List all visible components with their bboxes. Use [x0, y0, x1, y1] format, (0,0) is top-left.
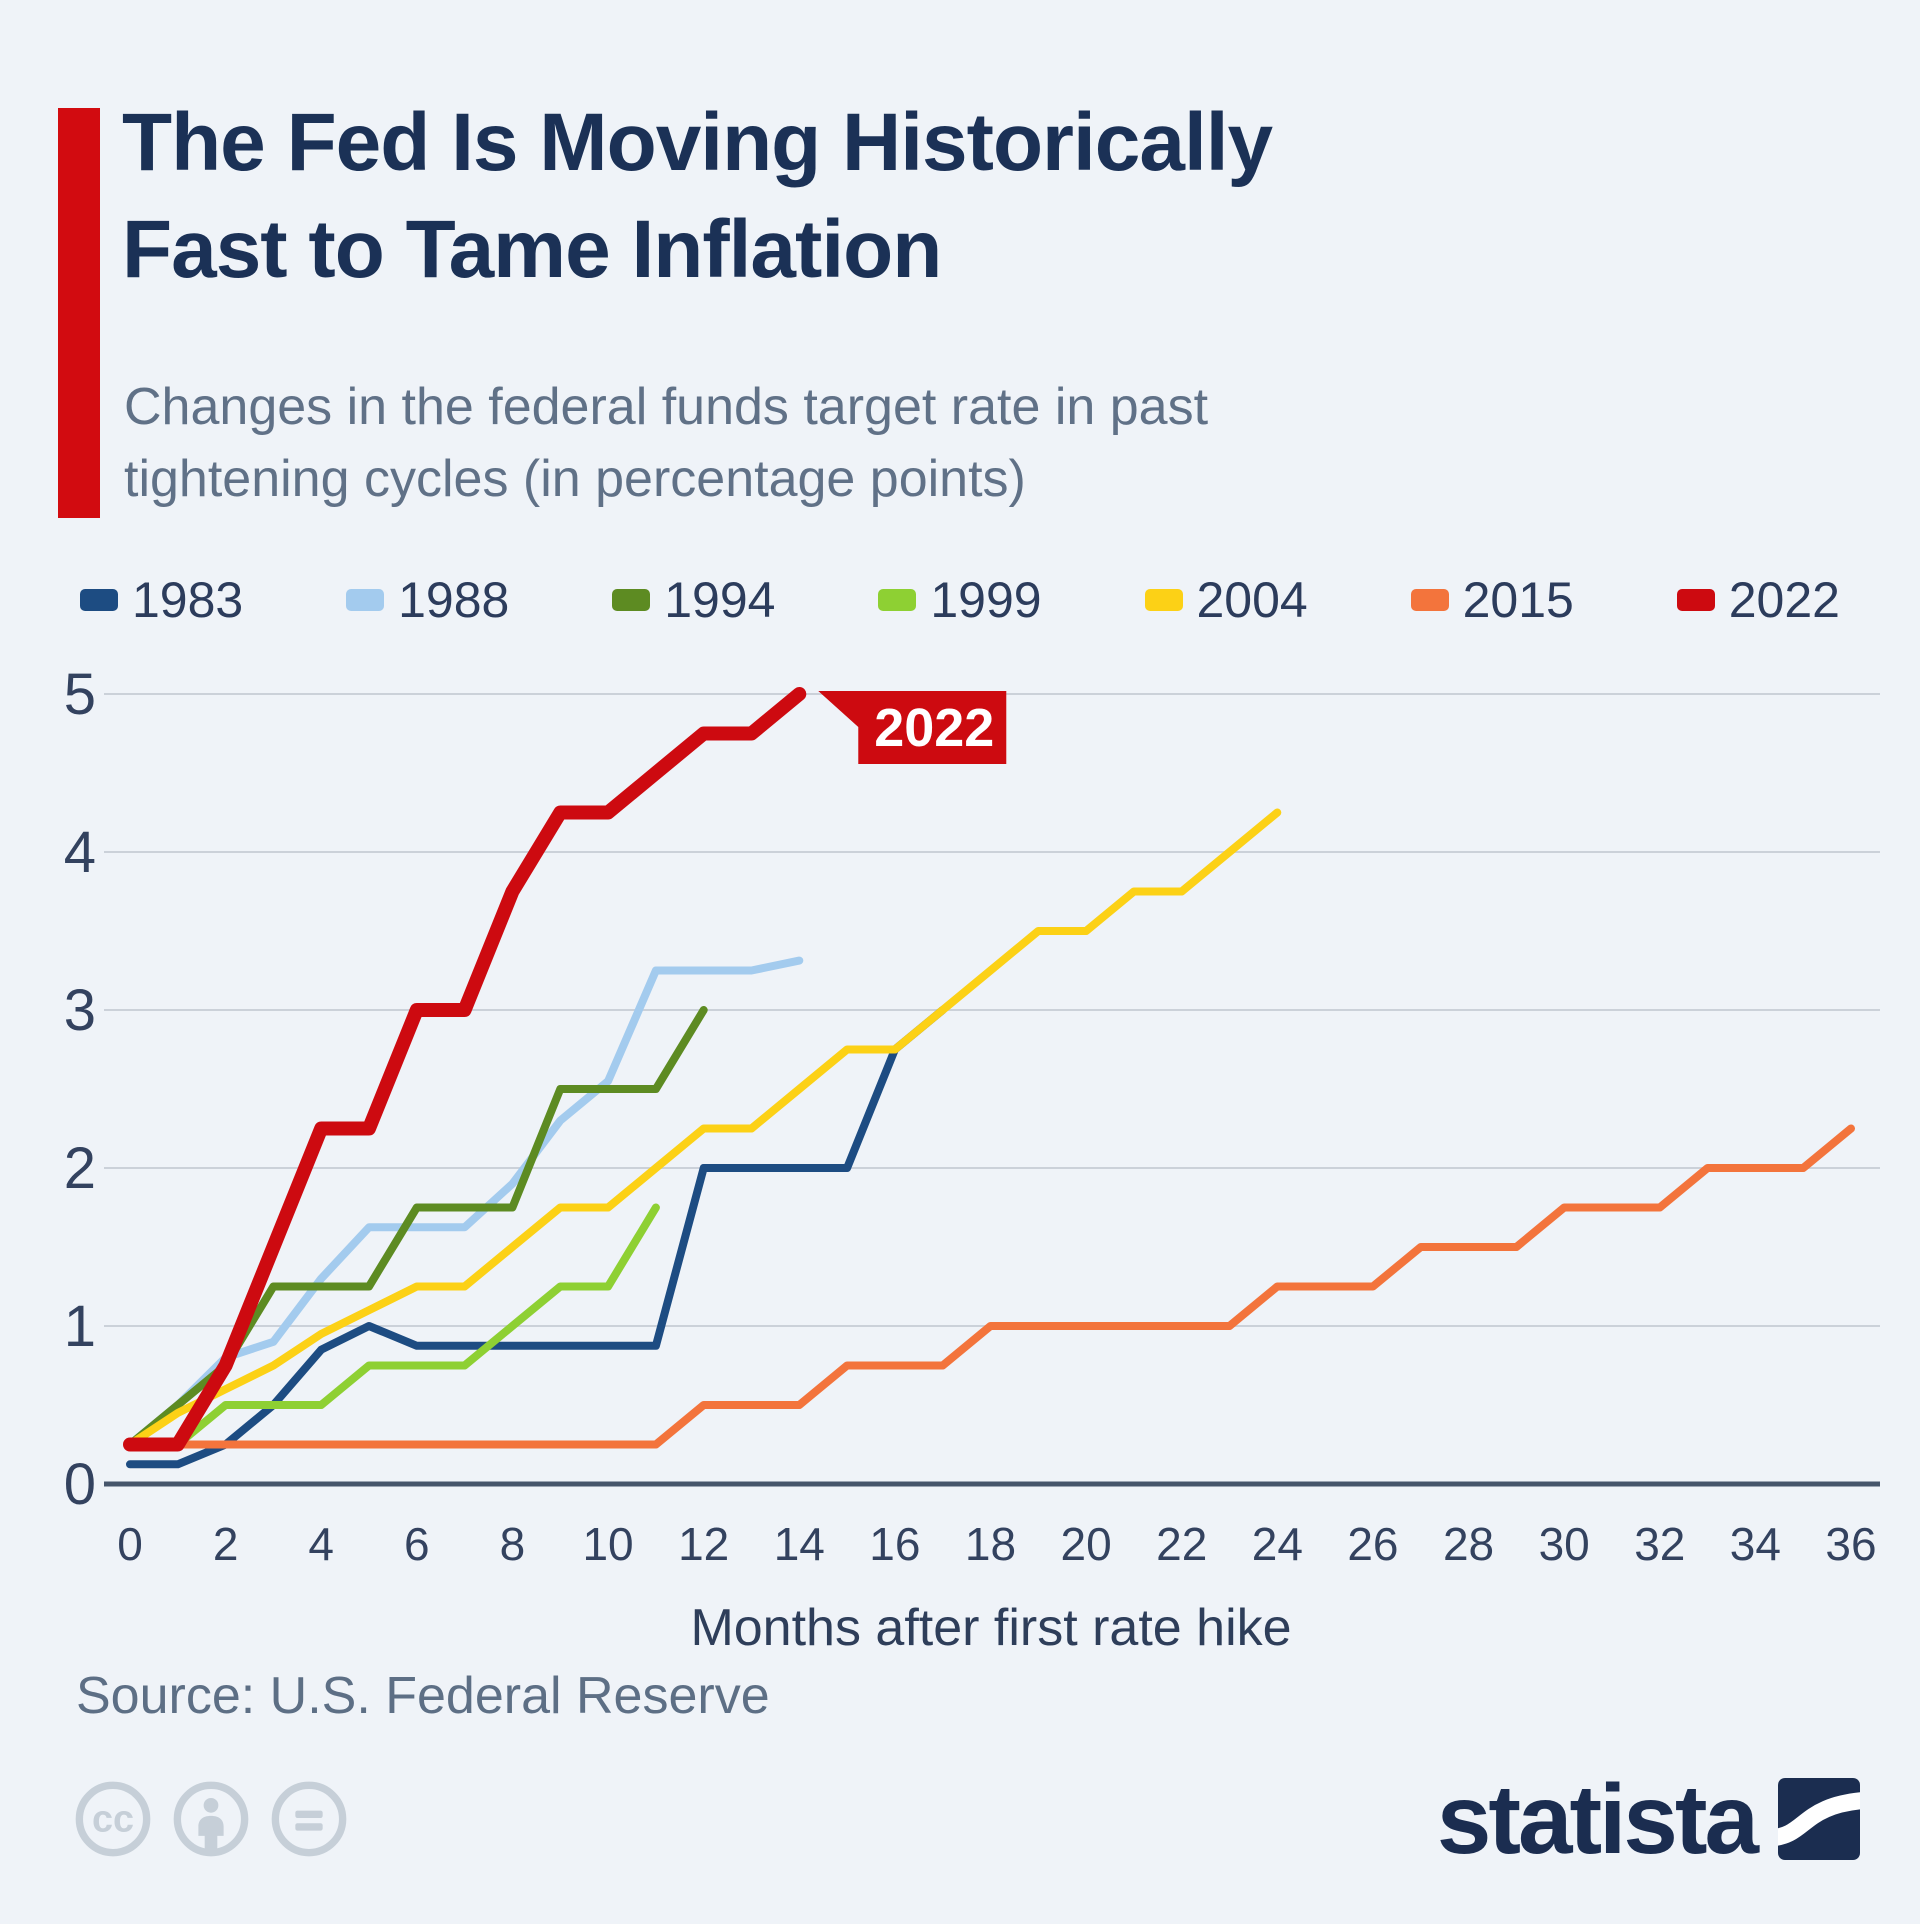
legend-item-2015[interactable]: 2015	[1410, 571, 1574, 629]
series-line-1983	[126, 1006, 947, 1469]
series-line-2004	[126, 808, 1282, 1449]
source-text: Source: U.S. Federal Reserve	[76, 1667, 770, 1725]
x-tick-label: 28	[1443, 1518, 1494, 1570]
statista-logo-icon	[1778, 1778, 1860, 1860]
legend-item-1988[interactable]: 1988	[346, 571, 509, 629]
series-line-2015	[126, 1124, 1855, 1449]
x-tick-label: 26	[1347, 1518, 1398, 1570]
y-tick-label: 1	[64, 1294, 96, 1359]
attribution-person-icon[interactable]	[170, 1778, 252, 1860]
legend-swatch-1988	[346, 589, 385, 611]
chart-legend: 1983 1988 1994 1999 2004 2015 2022	[80, 568, 1840, 632]
y-tick-label: 3	[64, 978, 96, 1043]
license-icons: cc	[72, 1778, 350, 1860]
callout-2022	[818, 691, 1007, 764]
legend-label: 2015	[1462, 572, 1574, 628]
x-tick-label: 32	[1634, 1518, 1685, 1570]
legend-item-2022[interactable]: 2022	[1676, 571, 1840, 629]
y-tick-label: 0	[64, 1452, 96, 1517]
statista-logo-text: statista	[1436, 1764, 1759, 1874]
x-tick-label: 34	[1730, 1518, 1781, 1570]
legend-label: 1999	[930, 572, 1042, 628]
series-line-1999	[126, 1203, 660, 1449]
legend-swatch-1983	[80, 589, 118, 611]
x-tick-label: 24	[1252, 1518, 1303, 1570]
legend-item-2004[interactable]: 2004	[1144, 571, 1308, 629]
legend-label: 2004	[1196, 572, 1308, 628]
legend-label: 2022	[1728, 572, 1840, 628]
x-tick-label: 14	[774, 1518, 825, 1570]
x-tick-label: 8	[500, 1518, 526, 1570]
series-line-2022	[123, 687, 807, 1452]
x-tick-label: 16	[869, 1518, 920, 1570]
legend-swatch-1994	[612, 589, 651, 611]
legend-label: 1988	[398, 572, 510, 628]
y-tick-label: 2	[64, 1136, 96, 1201]
legend-label: 1983	[132, 572, 244, 628]
x-tick-label: 4	[308, 1518, 334, 1570]
x-tick-label: 10	[582, 1518, 633, 1570]
title-accent-bar	[58, 108, 100, 518]
legend-label: 1994	[664, 572, 776, 628]
legend-item-1994[interactable]: 1994	[612, 571, 775, 629]
legend-item-1983[interactable]: 1983	[80, 571, 243, 629]
series-line-1988	[126, 956, 804, 1449]
legend-swatch-2004	[1144, 589, 1183, 611]
x-tick-label: 18	[965, 1518, 1016, 1570]
legend-item-1999[interactable]: 1999	[878, 571, 1042, 629]
x-axis-title: Months after first rate hike	[690, 1599, 1292, 1657]
statista-logo[interactable]: statista	[1437, 1770, 1860, 1868]
cc-icon[interactable]: cc	[72, 1778, 154, 1860]
legend-swatch-1999	[878, 589, 917, 611]
y-tick-label: 5	[64, 662, 96, 727]
x-tick-label: 6	[404, 1518, 430, 1570]
legend-swatch-2022	[1676, 589, 1715, 611]
no-derivatives-icon[interactable]	[268, 1778, 350, 1860]
x-tick-label: 12	[678, 1518, 729, 1570]
x-tick-label: 30	[1539, 1518, 1590, 1570]
x-tick-label: 20	[1061, 1518, 1112, 1570]
page-subtitle: Changes in the federal funds target rate…	[124, 378, 1209, 508]
svg-text:cc: cc	[92, 1799, 134, 1841]
x-tick-label: 22	[1156, 1518, 1207, 1570]
y-tick-label: 4	[64, 820, 96, 885]
callout-2022-label: 2022	[874, 698, 994, 758]
x-tick-label: 2	[213, 1518, 239, 1570]
page-title: The Fed Is Moving Historically Fast to T…	[122, 97, 1273, 295]
x-tick-label: 0	[117, 1518, 143, 1570]
x-tick-label: 36	[1825, 1518, 1876, 1570]
legend-swatch-2015	[1410, 589, 1449, 611]
